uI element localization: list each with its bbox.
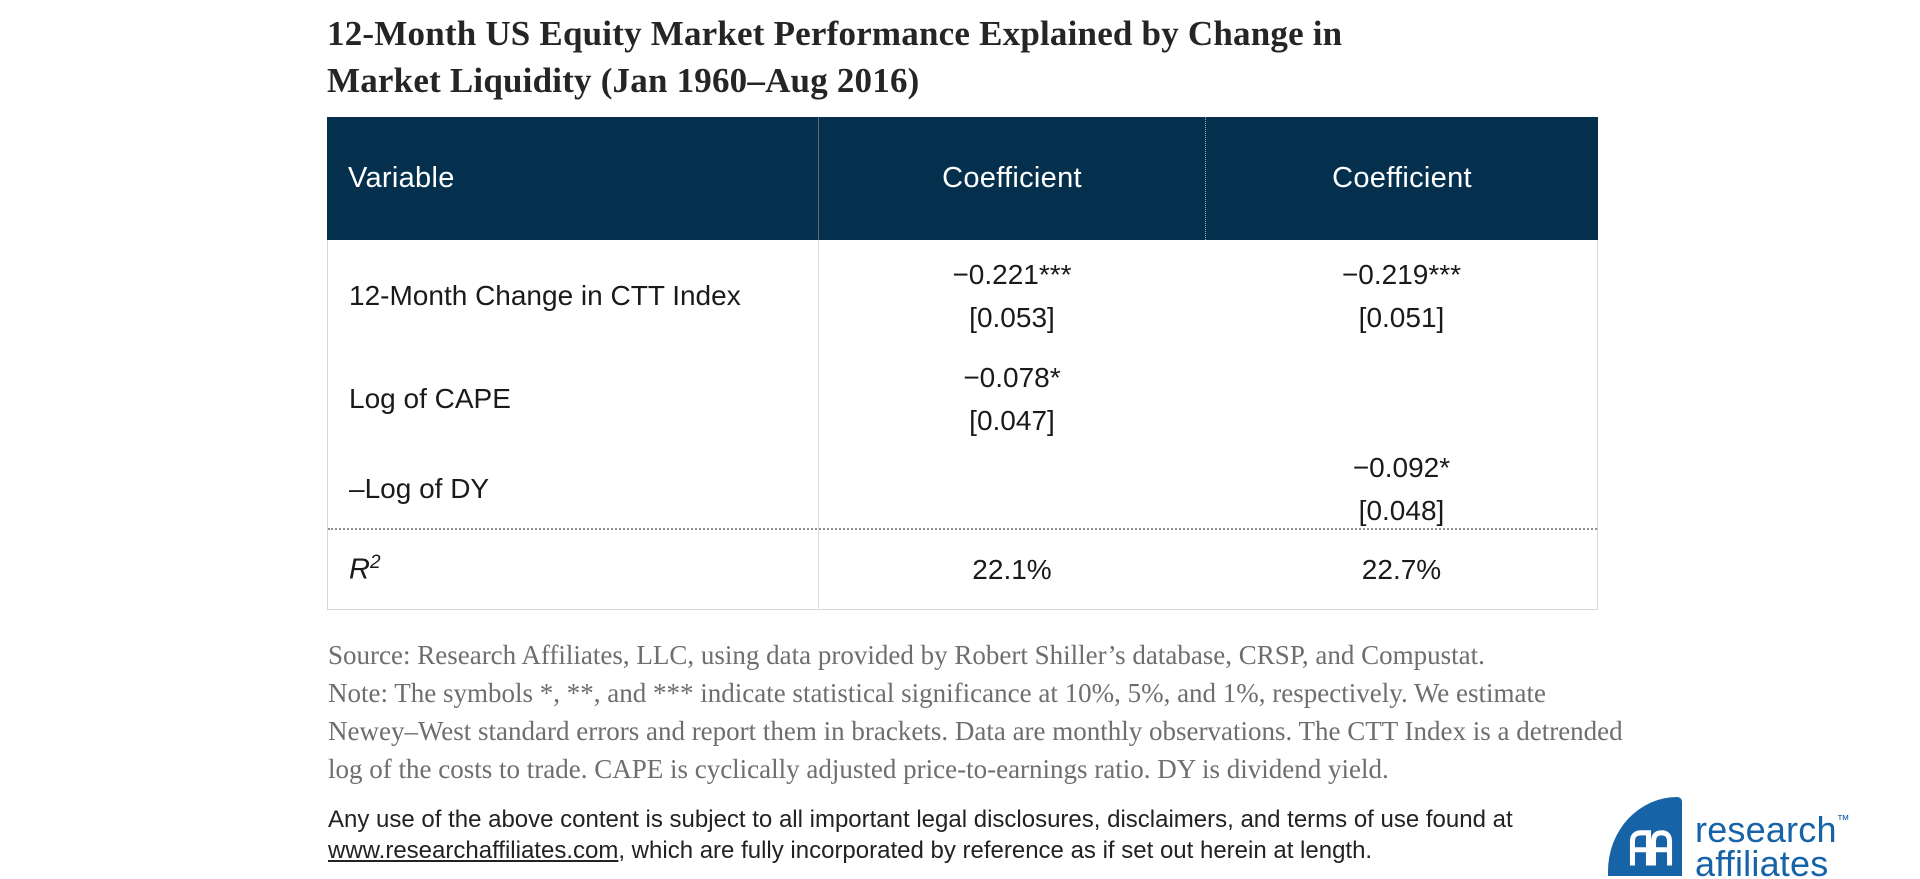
r-squared-value-1: 22.1% bbox=[818, 530, 1205, 609]
coefficient-cell: −0.219*** [0.051] bbox=[1205, 240, 1598, 352]
source-line: Source: Research Affiliates, LLC, using … bbox=[328, 640, 1485, 670]
figure-title-line2: Market Liquidity (Jan 1960–Aug 2016) bbox=[327, 61, 920, 100]
research-affiliates-logo: research™ affiliates bbox=[1608, 797, 1850, 879]
standard-error: [0.048] bbox=[1358, 495, 1445, 526]
coefficient-cell: −0.221*** [0.053] bbox=[818, 240, 1205, 352]
logo-wordmark: research™ affiliates bbox=[1695, 797, 1850, 879]
table-row: Log of CAPE −0.078* [0.047] bbox=[328, 352, 1597, 446]
column-header-coefficient-1: Coefficient bbox=[818, 117, 1205, 240]
legal-text-pre: Any use of the above content is subject … bbox=[328, 806, 1513, 833]
coefficient-value: −0.078* bbox=[963, 362, 1061, 393]
row-variable-label: Log of CAPE bbox=[349, 383, 511, 414]
table-body: 12-Month Change in CTT Index −0.221*** [… bbox=[327, 240, 1598, 610]
row-variable-label: –Log of DY bbox=[349, 473, 490, 504]
research-affiliates-link[interactable]: www.researchaffiliates.com bbox=[328, 837, 619, 864]
table-header-row: Variable Coefficient Coefficient bbox=[327, 117, 1598, 240]
ra-monogram-icon bbox=[1608, 797, 1682, 876]
legal-disclaimer: Any use of the above content is subject … bbox=[328, 804, 1518, 866]
row-variable-label: 12-Month Change in CTT Index bbox=[349, 280, 741, 311]
coefficient-value: −0.221*** bbox=[952, 259, 1072, 290]
column-header-coefficient-2: Coefficient bbox=[1205, 117, 1598, 240]
standard-error: [0.053] bbox=[969, 302, 1055, 333]
table-row: –Log of DY −0.092* [0.048] bbox=[328, 446, 1597, 532]
r-squared-value-2: 22.7% bbox=[1361, 554, 1442, 585]
standard-error: [0.051] bbox=[1358, 302, 1445, 333]
r-squared-label: R2 bbox=[349, 552, 381, 586]
figure-title-line1: 12-Month US Equity Market Performance Ex… bbox=[327, 14, 1343, 53]
coefficient-cell: −0.092* [0.048] bbox=[1205, 446, 1598, 532]
r-squared-row: R2 22.1% 22.7% bbox=[328, 528, 1597, 609]
legal-text-post: , which are fully incorporated by refere… bbox=[618, 837, 1373, 864]
trademark-symbol: ™ bbox=[1836, 812, 1850, 827]
coefficient-cell bbox=[818, 446, 1205, 532]
coefficient-cell: −0.078* [0.047] bbox=[818, 352, 1205, 446]
column-header-variable: Variable bbox=[348, 162, 455, 194]
figure-title: 12-Month US Equity Market Performance Ex… bbox=[327, 10, 1607, 104]
coefficient-value: −0.092* bbox=[1352, 452, 1451, 483]
coefficient-value: −0.219*** bbox=[1341, 259, 1462, 290]
note-line: Note: The symbols *, **, and *** indicat… bbox=[328, 678, 1623, 784]
logo-word-research: research™ bbox=[1695, 809, 1850, 850]
standard-error: [0.047] bbox=[969, 405, 1055, 436]
source-note-block: Source: Research Affiliates, LLC, using … bbox=[328, 636, 1624, 788]
coefficient-cell bbox=[1205, 352, 1598, 446]
logo-word-affiliates: affiliates bbox=[1695, 843, 1829, 879]
table-row: 12-Month Change in CTT Index −0.221*** [… bbox=[328, 240, 1597, 352]
regression-table: Variable Coefficient Coefficient 12-Mont… bbox=[327, 117, 1598, 610]
